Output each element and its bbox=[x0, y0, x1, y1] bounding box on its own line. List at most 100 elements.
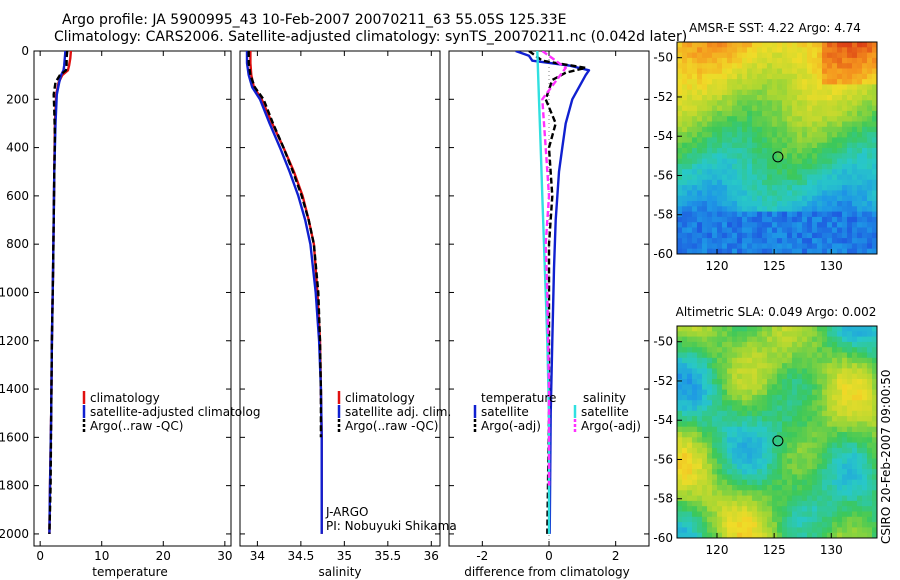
heatmap-cell bbox=[842, 68, 848, 75]
heatmap-cell bbox=[707, 79, 713, 85]
heatmap-cell bbox=[797, 474, 803, 481]
heatmap-cell bbox=[867, 137, 873, 144]
heatmap-cell bbox=[767, 100, 773, 106]
heatmap-cell bbox=[767, 357, 773, 364]
heatmap-cell bbox=[742, 227, 748, 234]
heatmap-cell bbox=[717, 169, 723, 175]
heatmap-cell bbox=[852, 527, 858, 534]
heatmap-cell bbox=[822, 506, 828, 512]
heatmap-cell bbox=[727, 42, 733, 48]
heatmap-cell bbox=[777, 153, 783, 159]
heatmap-cell bbox=[727, 379, 733, 385]
heatmap-cell bbox=[707, 527, 713, 534]
heatmap-cell bbox=[827, 506, 833, 512]
heatmap-cell bbox=[837, 57, 843, 64]
heatmap-cell bbox=[802, 516, 808, 523]
heatmap-cell bbox=[767, 490, 773, 496]
heatmap-cell bbox=[772, 206, 778, 212]
heatmap-cell bbox=[857, 453, 863, 459]
heatmap-cell bbox=[742, 474, 748, 481]
heatmap-cell bbox=[777, 437, 783, 443]
heatmap-cell bbox=[692, 84, 698, 91]
heatmap-cell bbox=[742, 442, 748, 449]
heatmap-cell bbox=[797, 89, 803, 96]
heatmap-cell bbox=[862, 105, 868, 112]
heatmap-cell bbox=[807, 195, 813, 202]
heatmap-cell bbox=[802, 368, 808, 375]
heatmap-cell bbox=[707, 190, 713, 197]
heatmap-cell bbox=[707, 57, 713, 64]
heatmap-cell bbox=[817, 341, 823, 348]
heatmap-cell bbox=[717, 238, 723, 244]
heatmap-cell bbox=[737, 331, 743, 337]
heatmap-cell bbox=[752, 84, 758, 91]
heatmap-cell bbox=[772, 158, 778, 165]
heatmap-cell bbox=[727, 331, 733, 337]
heatmap-cell bbox=[727, 110, 733, 117]
heatmap-cell bbox=[862, 222, 868, 228]
heatmap-cell bbox=[727, 132, 733, 138]
y-tick-label: -54 bbox=[653, 413, 673, 427]
heatmap-cell bbox=[747, 331, 753, 337]
heatmap-cell bbox=[732, 89, 738, 96]
heatmap-cell bbox=[867, 442, 873, 449]
heatmap-cell bbox=[777, 463, 783, 470]
heatmap-cell bbox=[847, 331, 853, 337]
heatmap-cell bbox=[757, 506, 763, 512]
heatmap-cell bbox=[722, 394, 728, 401]
heatmap-cell bbox=[812, 357, 818, 364]
heatmap-cell bbox=[702, 201, 708, 207]
heatmap-cell bbox=[837, 347, 843, 353]
heatmap-cell bbox=[872, 511, 878, 518]
heatmap-cell bbox=[762, 379, 768, 385]
heatmap-cell bbox=[707, 116, 713, 122]
heatmap-cell bbox=[827, 400, 833, 406]
heatmap-cell bbox=[862, 68, 868, 75]
heatmap-cell bbox=[867, 57, 873, 64]
heatmap-cell bbox=[822, 121, 828, 128]
heatmap-cell bbox=[817, 384, 823, 390]
heatmap-cell bbox=[782, 347, 788, 353]
heatmap-cell bbox=[677, 527, 683, 534]
heatmap-cell bbox=[692, 42, 698, 48]
heatmap-cell bbox=[852, 522, 858, 528]
heatmap-cell bbox=[802, 347, 808, 353]
heatmap-cell bbox=[797, 243, 803, 250]
heatmap-cell bbox=[707, 153, 713, 159]
heatmap-cell bbox=[732, 341, 738, 348]
heatmap-cell bbox=[682, 100, 688, 106]
heatmap-cell bbox=[747, 132, 753, 138]
heatmap-cell bbox=[847, 68, 853, 75]
heatmap-cell bbox=[862, 331, 868, 337]
y-tick-label: 400 bbox=[6, 141, 29, 155]
heatmap-cell bbox=[682, 216, 688, 223]
heatmap-cell bbox=[842, 169, 848, 175]
heatmap-cell bbox=[747, 384, 753, 390]
heatmap-cell bbox=[792, 447, 798, 454]
heatmap-cell bbox=[717, 206, 723, 212]
heatmap-cell bbox=[782, 84, 788, 91]
heatmap-cell bbox=[867, 506, 873, 512]
heatmap-cell bbox=[862, 442, 868, 449]
heatmap-cell bbox=[707, 458, 713, 465]
heatmap-cell bbox=[787, 341, 793, 348]
heatmap-cell bbox=[842, 89, 848, 96]
heatmap-cell bbox=[742, 469, 748, 475]
heatmap-cell bbox=[732, 447, 738, 454]
heatmap-cell bbox=[692, 132, 698, 138]
heatmap-cell bbox=[822, 389, 828, 396]
heatmap-cell bbox=[787, 79, 793, 85]
heatmap-cell bbox=[732, 458, 738, 465]
heatmap-cell bbox=[777, 95, 783, 101]
heatmap-cell bbox=[802, 400, 808, 406]
heatmap-cell bbox=[797, 222, 803, 228]
heatmap-cell bbox=[817, 516, 823, 523]
heatmap-cell bbox=[782, 68, 788, 75]
heatmap-cell bbox=[777, 84, 783, 91]
heatmap-cell bbox=[772, 389, 778, 396]
heatmap-cell bbox=[757, 169, 763, 175]
heatmap-cell bbox=[692, 148, 698, 154]
heatmap-cell bbox=[862, 458, 868, 465]
heatmap-cell bbox=[792, 174, 798, 181]
heatmap-cell bbox=[767, 52, 773, 59]
